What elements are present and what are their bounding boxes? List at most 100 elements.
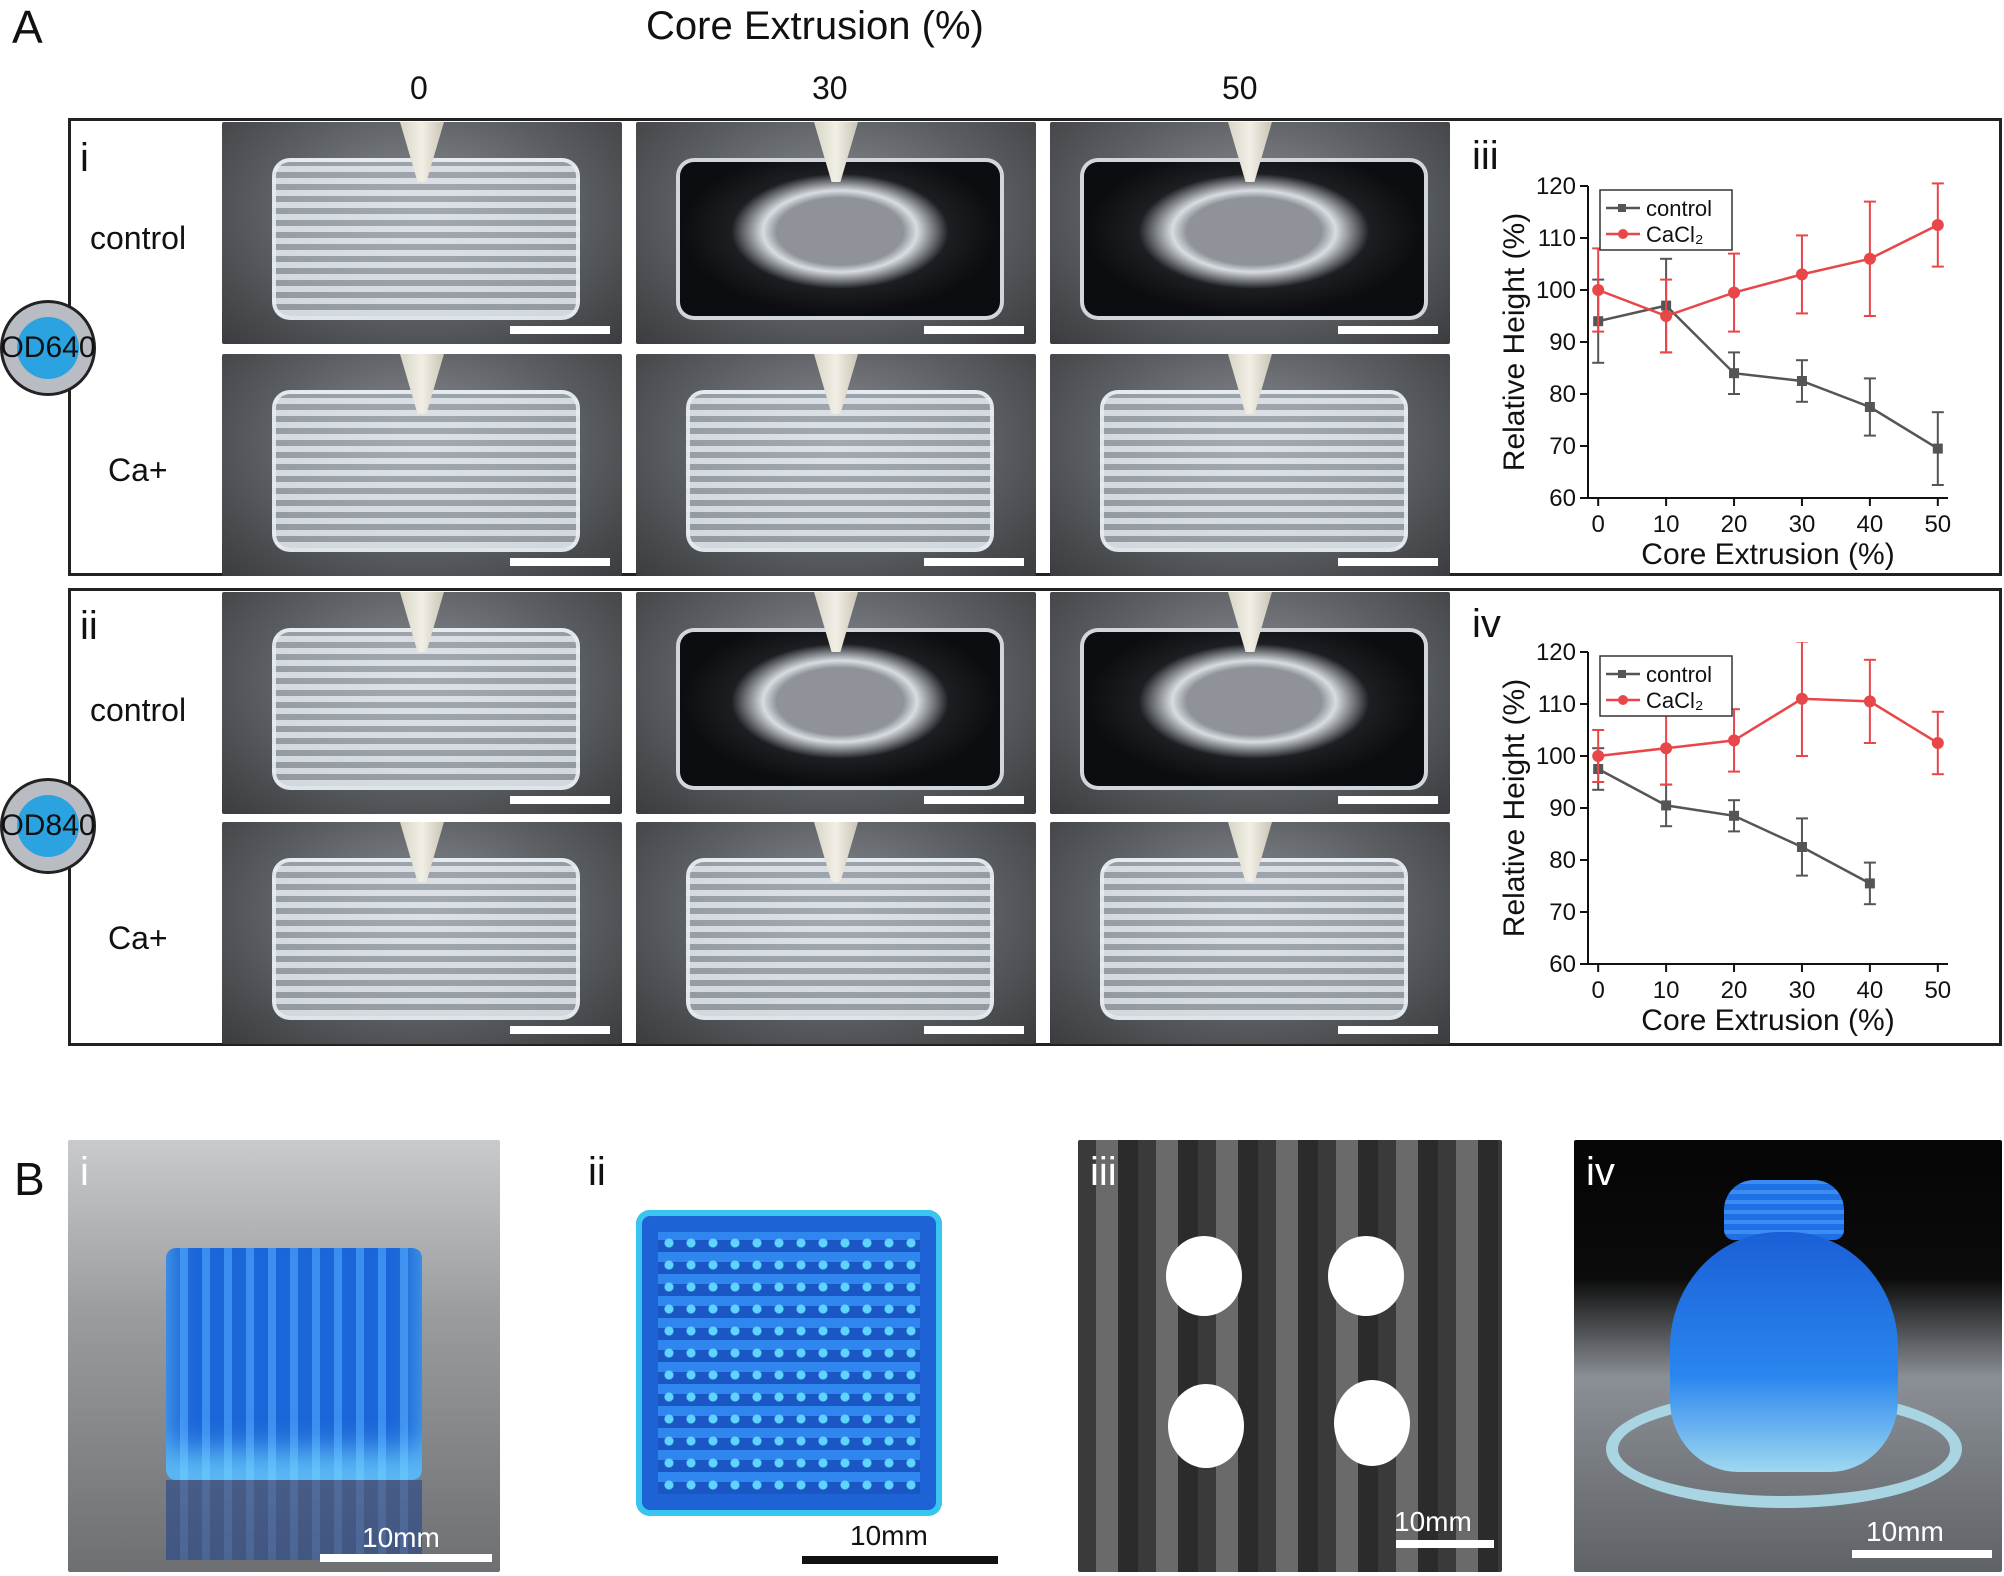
print-photo [222, 592, 622, 814]
data-point [1592, 750, 1605, 762]
chart-iv: 60 70 80 90 100 110 120 0 10 20 30 40 50 Core Extrusi… [1498, 642, 1951, 1037]
core-extrusion-header: Core Extrusion (%) [646, 4, 984, 48]
x-tick-label: 20 [1721, 977, 1748, 1004]
print-photo [636, 122, 1036, 344]
legend-box [1599, 655, 1733, 717]
print-photo [222, 822, 622, 1044]
panel-b-i-label: i [80, 1150, 89, 1194]
hydrogel-scaffold [1080, 628, 1428, 790]
x-tick-label: 50 [1924, 977, 1951, 1004]
print-photo [636, 354, 1036, 576]
y-tick-label: 120 [1536, 176, 1576, 200]
scale-bar [510, 796, 610, 804]
x-tick-label: 10 [1653, 511, 1680, 538]
print-photo [222, 354, 622, 576]
data-point [1931, 219, 1944, 231]
row-label-ca-bottom: Ca+ [108, 920, 168, 956]
scale-bar [924, 326, 1024, 334]
badge-core [17, 795, 79, 857]
data-point [1796, 842, 1807, 852]
y-tick-label: 70 [1549, 433, 1576, 460]
row-label-ca-top: Ca+ [108, 452, 168, 488]
hydrogel-scaffold [686, 858, 994, 1020]
scale-bar [510, 1026, 610, 1034]
legend-label: control [1646, 662, 1712, 687]
scale-bar [924, 796, 1024, 804]
data-point [1863, 252, 1876, 265]
lattice-reflection [166, 1480, 422, 1560]
data-point [1864, 402, 1875, 412]
panel-a-letter: A [12, 1, 43, 53]
legend-marker [1618, 204, 1626, 212]
hydrogel-scaffold [676, 628, 1004, 790]
y-tick-label: 70 [1549, 899, 1576, 926]
data-point [1863, 695, 1876, 708]
data-point [1796, 376, 1807, 386]
x-tick-label: 10 [1653, 977, 1680, 1004]
y-axis-label: Relative Height (%) [1498, 213, 1531, 471]
data-point [1728, 286, 1741, 299]
legend-label: CaCl₂ [1646, 688, 1703, 713]
x-tick-label: 40 [1857, 511, 1884, 538]
x-tick-label: 30 [1789, 511, 1816, 538]
lattice-top-view [658, 1232, 920, 1494]
x-tick-label: 0 [1592, 511, 1605, 538]
hydrogel-scaffold [1100, 390, 1408, 552]
panel-a-i-label: i [80, 136, 89, 180]
series-line-CaCl₂ [1598, 697, 1939, 758]
hydrogel-scaffold [1080, 158, 1428, 320]
od840-badge: OD840 [0, 778, 96, 874]
panel-b-iv-label: iv [1586, 1150, 1615, 1194]
column-label-50: 50 [1222, 70, 1258, 106]
data-point [1729, 810, 1740, 821]
y-tick-label: 60 [1549, 951, 1576, 978]
panel-b-letter: B [14, 1153, 45, 1205]
scale-bar [924, 558, 1024, 566]
x-tick-label: 0 [1592, 977, 1605, 1004]
scale-label: 10mm [850, 1520, 928, 1551]
chart-iii: 60 70 80 90 100 110 120 0 10 20 30 40 50 Core Extrusi… [1498, 176, 1951, 571]
print-photo [222, 122, 622, 344]
vase-body [1670, 1232, 1898, 1472]
data-point [1795, 268, 1808, 281]
data-point [1660, 742, 1673, 755]
panel-b-ii-label: ii [588, 1150, 606, 1194]
print-photo [1050, 122, 1450, 344]
legend-label: control [1646, 196, 1712, 221]
y-tick-label: 90 [1549, 795, 1576, 822]
photo-b-ii [636, 1210, 942, 1516]
legend-marker [1618, 229, 1628, 239]
scale-bar [1396, 1540, 1494, 1548]
scale-bar [1338, 1026, 1438, 1034]
x-axis-label: Core Extrusion (%) [1641, 1004, 1894, 1037]
scale-bar [1852, 1550, 1992, 1558]
photo-b-iii: 10mm [1078, 1140, 1502, 1572]
panel-b-iii-label: iii [1090, 1150, 1117, 1194]
print-photo [636, 592, 1036, 814]
y-tick-label: 60 [1549, 485, 1576, 512]
hydrogel-scaffold [272, 390, 580, 552]
data-point [1661, 800, 1672, 811]
panel-a-iv-label: iv [1472, 602, 1501, 646]
pore [1168, 1384, 1244, 1468]
pore [1166, 1236, 1242, 1316]
data-point [1932, 443, 1943, 454]
photo-b-i: 10mm [68, 1140, 500, 1572]
x-axis-label: Core Extrusion (%) [1641, 538, 1894, 571]
pore [1328, 1236, 1404, 1316]
hydrogel-scaffold [272, 628, 580, 790]
scale-bar [510, 558, 610, 566]
legend-label: CaCl₂ [1646, 222, 1703, 247]
y-tick-label: 80 [1549, 847, 1576, 874]
hydrogel-scaffold [676, 158, 1004, 320]
y-tick-label: 110 [1538, 691, 1576, 718]
print-photo [1050, 822, 1450, 1044]
y-tick-label: 100 [1536, 277, 1576, 304]
y-axis-label: Relative Height (%) [1498, 679, 1531, 937]
pore [1334, 1380, 1410, 1466]
panel-a-iii-label: iii [1472, 134, 1499, 178]
y-tick-label: 110 [1538, 225, 1576, 252]
print-photo [1050, 592, 1450, 814]
data-point [1931, 737, 1944, 749]
scale-bar [924, 1026, 1024, 1034]
